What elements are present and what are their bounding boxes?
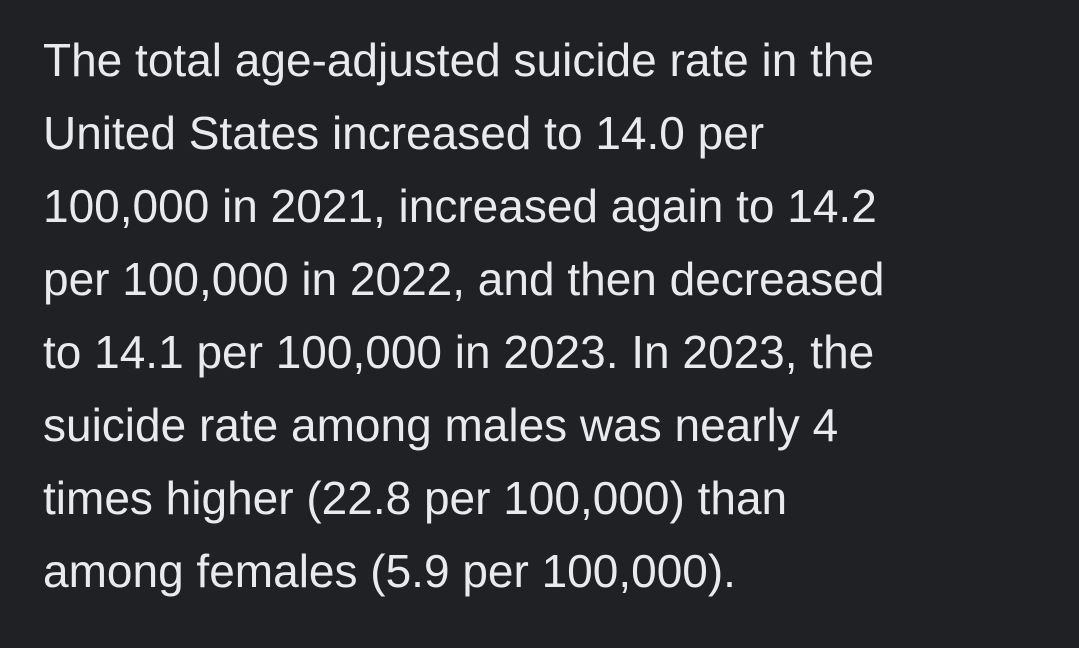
text-line: times higher (22.8 per 100,000) than xyxy=(43,472,788,524)
text-line: to 14.1 per 100,000 in 2023. In 2023, th… xyxy=(43,326,875,378)
text-line: suicide rate among males was nearly 4 xyxy=(43,399,839,451)
text-line: among females (5.9 per 100,000). xyxy=(43,545,736,597)
answer-text: The total age-adjusted suicide rate in t… xyxy=(43,24,1073,608)
text-line: United States increased to 14.0 per xyxy=(43,107,765,159)
text-line: 100,000 in 2021, increased again to 14.2 xyxy=(43,180,877,232)
text-line: The total age-adjusted suicide rate in t… xyxy=(43,34,875,86)
text-line: per 100,000 in 2022, and then decreased xyxy=(43,253,885,305)
